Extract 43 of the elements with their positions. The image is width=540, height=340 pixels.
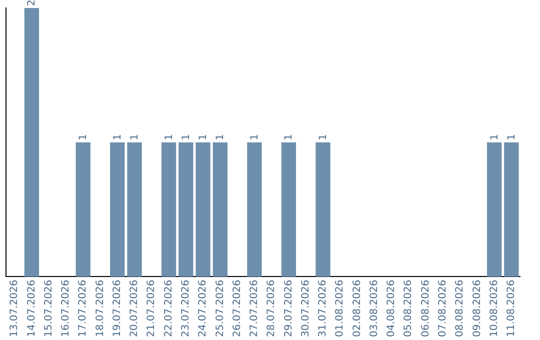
x-tick-label: 26.07.2026	[232, 280, 243, 338]
data-label: 1	[489, 134, 500, 140]
data-label: 1	[180, 134, 192, 140]
x-tick-label: 30.07.2026	[300, 280, 312, 338]
data-label: 1	[78, 134, 90, 140]
x-tick-label: 05.08.2026	[403, 280, 414, 338]
x-tick-label: 02.08.2026	[352, 280, 363, 338]
data-label: 2	[26, 0, 38, 6]
x-tick-label: 06.08.2026	[420, 280, 432, 338]
data-label: 1	[130, 134, 140, 140]
data-label: 1	[164, 134, 175, 140]
x-tick-label: 24.07.2026	[198, 280, 209, 338]
data-label: 1	[249, 134, 260, 140]
x-tick-label: 28.07.2026	[266, 280, 278, 338]
x-tick-label: 15.07.2026	[43, 280, 54, 338]
x-tick-label: 03.08.2026	[368, 280, 380, 338]
x-tick-label: 11.08.2026	[506, 280, 518, 338]
data-label: 1	[318, 134, 329, 140]
x-tick-label: 04.08.2026	[386, 280, 398, 338]
x-tick-label: 19.07.2026	[112, 280, 123, 338]
x-tick-label: 07.08.2026	[437, 280, 448, 338]
x-tick-label: 16.07.2026	[60, 280, 72, 338]
x-tick-label: 27.07.2026	[249, 280, 260, 338]
x-tick-label: 23.07.2026	[180, 280, 192, 338]
data-label: 1	[198, 134, 210, 140]
data-label: 1	[284, 134, 295, 140]
x-tick-label: 20.07.2026	[129, 280, 140, 338]
data-label: 1	[112, 134, 124, 140]
x-tick-label: 21.07.2026	[146, 280, 158, 338]
x-tick-label: 25.07.2026	[214, 280, 226, 338]
x-tick-label: 01.08.2026	[334, 280, 346, 338]
x-tick-label: 29.07.2026	[283, 280, 294, 338]
x-tick-label: 31.07.2026	[318, 280, 329, 338]
x-tick-label: 22.07.2026	[163, 280, 174, 338]
data-label: 1	[215, 134, 226, 140]
data-label: 1	[506, 134, 518, 140]
x-tick-label: 08.08.2026	[454, 280, 466, 338]
x-tick-label: 10.08.2026	[488, 280, 500, 338]
x-tick-label: 14.07.2026	[26, 280, 38, 338]
x-tick-label: 09.08.2026	[472, 280, 483, 338]
x-tick-label: 17.07.2026	[78, 280, 89, 338]
x-tick-label: 13.07.2026	[9, 280, 20, 338]
x-tick-label: 18.07.2026	[94, 280, 106, 338]
